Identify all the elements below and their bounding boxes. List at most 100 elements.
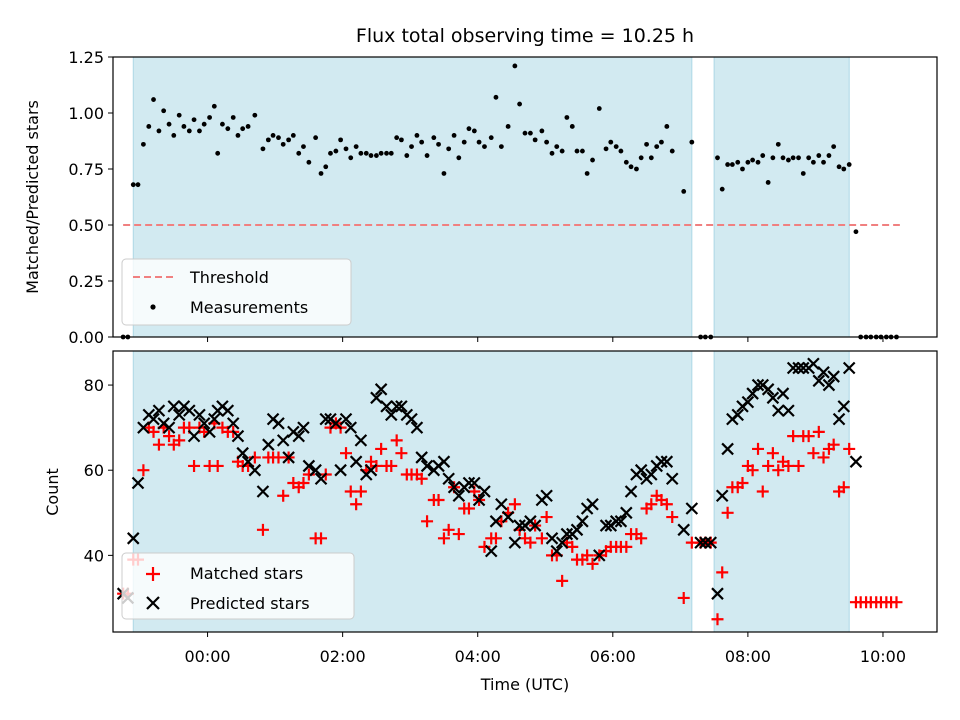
measurement-point <box>539 128 545 134</box>
matched-point <box>508 498 521 511</box>
measurement-point <box>623 159 629 165</box>
measurement-point <box>786 157 791 163</box>
axes-frame <box>112 350 938 633</box>
measurement-point <box>431 135 437 141</box>
predicted-point <box>685 502 699 515</box>
matched-point <box>635 532 648 545</box>
matched-point <box>344 485 357 498</box>
predicted-point <box>292 429 306 443</box>
y-tick-label: 80 <box>84 376 104 395</box>
matched-point <box>721 506 734 519</box>
measurement-point <box>388 150 394 156</box>
matched-point <box>163 430 176 443</box>
matched-point <box>752 442 765 455</box>
predicted-point <box>302 459 316 473</box>
predicted-point <box>677 523 690 537</box>
measurement-point <box>343 146 349 152</box>
measurement-point <box>252 112 258 118</box>
measurement-point <box>191 117 197 123</box>
matched-point <box>890 596 903 609</box>
predicted-point <box>231 429 245 443</box>
measurement-point <box>451 133 457 138</box>
matched-point <box>666 511 679 524</box>
predicted-point <box>812 374 826 388</box>
predicted-point <box>236 446 249 460</box>
measurement-point <box>745 159 751 165</box>
measurement-point <box>634 166 639 172</box>
predicted-point <box>776 387 790 400</box>
measurement-point <box>831 144 837 150</box>
measurement-point <box>374 153 379 158</box>
measurement-point <box>821 159 826 165</box>
x-tick-label: 02:00 <box>320 647 366 666</box>
predicted-point <box>827 370 840 383</box>
predicted-point <box>183 404 196 417</box>
measurement-point <box>729 162 735 167</box>
predicted-point <box>545 532 559 545</box>
measurement-point <box>471 128 477 134</box>
predicted-point <box>380 400 393 413</box>
x-axis-label: Time (UTC) <box>480 675 569 694</box>
predicted-point <box>609 515 623 528</box>
predicted-point <box>468 476 481 490</box>
matched-point <box>340 447 353 460</box>
measurement-point <box>225 126 231 132</box>
measurement-point <box>151 97 156 102</box>
measurement-point <box>404 153 410 158</box>
matched-point <box>711 613 724 626</box>
measurement-point <box>130 182 136 188</box>
predicted-point <box>370 391 383 405</box>
predicted-point <box>472 493 486 507</box>
predicted-point <box>599 519 613 532</box>
measurement-point <box>140 141 146 147</box>
predicted-point <box>832 412 846 426</box>
predicted-point <box>131 476 145 490</box>
measurement-point <box>414 133 420 138</box>
predicted-point <box>374 383 388 396</box>
predicted-point <box>203 425 216 439</box>
measurement-point <box>719 186 725 192</box>
measurement-point <box>323 164 329 170</box>
matched-point <box>462 502 475 515</box>
predicted-point <box>694 536 707 549</box>
predicted-point <box>761 383 775 396</box>
measurement-point <box>156 128 162 134</box>
series-predicted-stars <box>116 357 863 605</box>
predicted-point <box>550 544 564 558</box>
series-measurements <box>120 63 899 340</box>
matched-point <box>782 459 795 472</box>
predicted-point <box>162 421 176 434</box>
predicted-point <box>309 463 322 477</box>
measurement-point <box>313 135 319 141</box>
measurement-point <box>318 171 324 176</box>
measurement-point <box>181 124 187 129</box>
predicted-point <box>415 451 428 464</box>
axes-frame <box>112 56 938 338</box>
predicted-point <box>329 417 343 430</box>
measurement-point <box>654 144 660 150</box>
matched-point <box>787 430 800 443</box>
measurement-point <box>211 103 217 109</box>
measurement-point <box>207 115 212 120</box>
matched-point <box>395 447 408 460</box>
measurement-point <box>505 124 511 129</box>
measurement-point <box>569 124 575 129</box>
predicted-point <box>766 391 780 405</box>
measurement-point <box>544 139 550 145</box>
matched-point <box>277 489 290 502</box>
top-legend-box <box>121 258 352 326</box>
measurement-point <box>522 130 528 136</box>
predicted-point <box>452 489 466 503</box>
measurement-point <box>816 153 822 158</box>
measurement-point <box>584 171 590 176</box>
predicted-point <box>593 549 606 562</box>
predicted-point <box>751 378 765 392</box>
matched-point <box>421 515 434 528</box>
predicted-point <box>297 421 310 434</box>
y-tick-label: 0.25 <box>68 272 104 291</box>
measurement-point <box>806 155 812 161</box>
legend-measurements-label: Measurements <box>190 298 308 317</box>
measurement-point <box>853 229 859 235</box>
legend-predicted-label: Predicted stars <box>190 594 310 613</box>
measurement-point <box>409 144 414 150</box>
